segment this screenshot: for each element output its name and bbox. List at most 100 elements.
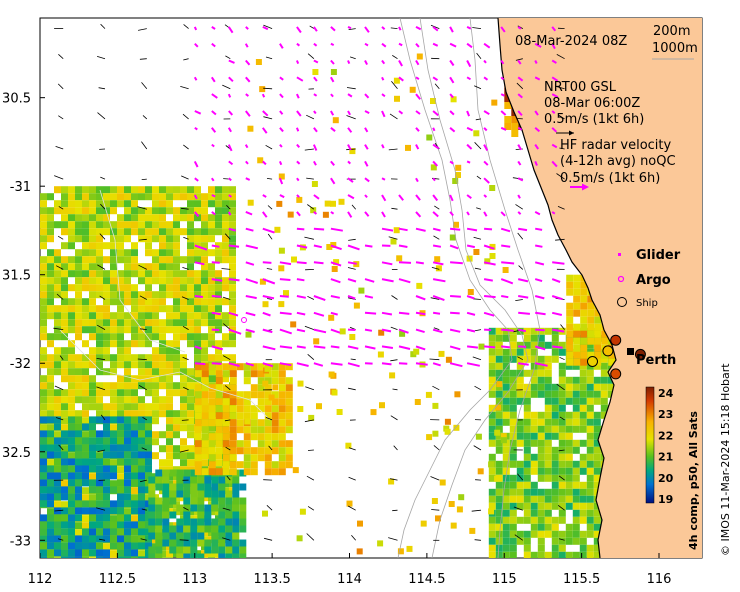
sst-pixel <box>215 452 222 460</box>
sst-pixel <box>89 535 96 543</box>
sst-pixel <box>495 376 503 384</box>
current-arrow <box>54 509 64 512</box>
sst-pixel <box>204 518 212 526</box>
sst-pixel <box>208 550 215 558</box>
hf-vector <box>483 278 493 282</box>
sst-pixel <box>166 291 173 299</box>
hf-vector <box>415 261 424 265</box>
sst-pixel <box>495 488 503 496</box>
hf-vector <box>551 26 557 32</box>
sst-pixel <box>187 214 194 222</box>
ship-marker[interactable] <box>587 356 598 367</box>
sst-pixel <box>138 305 145 313</box>
sst-pixel <box>516 481 524 489</box>
sst-pixel <box>502 418 510 426</box>
sst-pixel <box>586 523 594 531</box>
ship-marker[interactable] <box>610 334 622 346</box>
sst-pixel <box>166 326 173 334</box>
sst-pixel <box>243 391 251 399</box>
hf-vector <box>466 126 474 132</box>
current-arrow <box>97 112 106 120</box>
sst-pixel <box>572 467 580 475</box>
sst-pixel <box>247 125 254 132</box>
hf-vector <box>518 227 528 232</box>
ship-marker[interactable] <box>610 368 622 380</box>
sst-pixel <box>110 528 117 536</box>
sst-pixel <box>509 502 517 510</box>
sst-pixel <box>169 539 177 547</box>
perth-marker <box>627 348 634 355</box>
hf-vector <box>449 26 454 33</box>
sst-pixel <box>285 454 293 462</box>
sst-pixel <box>201 284 208 292</box>
sst-pixel <box>89 207 96 215</box>
hf-vector <box>484 227 493 231</box>
argo-float-marker[interactable] <box>241 317 247 323</box>
sst-pixel <box>54 528 61 536</box>
sst-pixel <box>544 418 552 426</box>
sst-pixel <box>544 327 552 335</box>
sst-pixel <box>558 516 566 524</box>
sst-pixel <box>89 507 96 515</box>
hf-vector <box>330 211 335 215</box>
sst-pixel <box>587 330 595 338</box>
sst-pixel <box>523 418 531 426</box>
sst-pixel <box>82 535 89 543</box>
hf-vector <box>415 227 426 232</box>
hf-vector <box>262 160 267 166</box>
sst-pixel <box>166 354 173 362</box>
hf-vector <box>517 126 523 131</box>
sst-pixel <box>173 249 180 257</box>
sst-pixel <box>215 291 222 299</box>
x-tick-label: 113.5 <box>254 572 291 587</box>
sst-pixel <box>187 333 194 341</box>
sst-pixel <box>250 370 258 378</box>
sst-pixel <box>551 530 559 538</box>
sst-pixel <box>586 432 594 440</box>
sst-pixel <box>516 425 524 433</box>
sst-pixel <box>148 525 156 533</box>
hf-subtitle: (4-12h avg) noQC <box>560 154 676 169</box>
sst-pixel <box>110 354 117 362</box>
hf-vector <box>312 144 318 151</box>
sst-pixel <box>565 411 573 419</box>
ship-marker[interactable] <box>602 345 614 357</box>
hf-vector <box>432 261 444 266</box>
hf-vector <box>245 244 259 250</box>
sst-pixel <box>579 530 587 538</box>
sst-pixel <box>579 516 587 524</box>
sst-pixel <box>579 488 587 496</box>
sst-pixel <box>40 514 47 522</box>
sst-pixel <box>349 148 356 155</box>
hf-vector <box>466 42 473 49</box>
sst-pixel <box>544 502 552 510</box>
sst-pixel <box>40 486 47 494</box>
sst-pixel <box>430 98 436 104</box>
sst-pixel <box>152 396 159 404</box>
current-arrow <box>515 299 523 301</box>
sst-pixel <box>68 347 75 355</box>
sst-pixel <box>544 551 552 558</box>
sst-pixel <box>96 249 103 257</box>
hf-vector <box>535 311 546 316</box>
hf-vector <box>245 26 249 30</box>
sst-pixel <box>40 451 47 459</box>
sst-pixel <box>201 333 208 341</box>
sst-pixel <box>180 389 187 397</box>
sst-pixel <box>124 430 131 438</box>
sst-pixel <box>243 433 251 441</box>
sst-pixel <box>103 354 110 362</box>
sst-pixel <box>180 305 187 313</box>
sst-pixel <box>96 403 103 411</box>
sst-pixel <box>593 481 601 489</box>
sst-pixel <box>215 319 222 327</box>
sst-pixel <box>346 500 353 507</box>
sst-pixel <box>124 479 131 487</box>
current-arrow <box>434 205 440 210</box>
sst-pixel <box>276 200 283 207</box>
sst-pixel <box>409 86 416 93</box>
ship-marker[interactable] <box>634 348 646 360</box>
sst-pixel <box>166 424 173 432</box>
current-arrow <box>471 509 482 512</box>
